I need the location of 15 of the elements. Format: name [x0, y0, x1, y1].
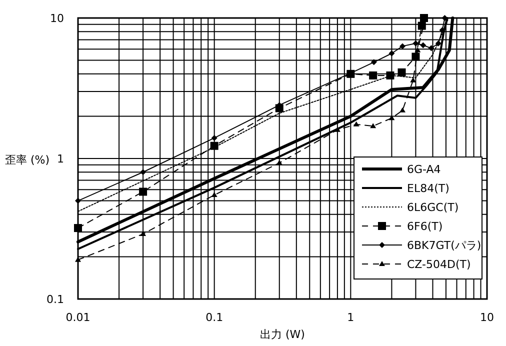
legend-label: CZ-504D(T): [407, 258, 471, 271]
legend-label: 6L6GC(T): [407, 201, 459, 214]
x-tick-label: 0.01: [66, 311, 90, 324]
legend-label: 6G-A4: [407, 163, 441, 176]
y-axis-title: 歪率 (%): [5, 154, 50, 166]
y-tick-label: 1: [57, 152, 64, 166]
y-tick-label: 0.1: [46, 293, 64, 306]
legend-label: EL84(T): [407, 182, 450, 195]
y-tick-label: 10: [50, 12, 64, 25]
x-tick-label: 0.1: [206, 311, 224, 324]
x-tick-label: 10: [480, 311, 494, 324]
x-tick-label: 1: [347, 311, 354, 324]
x-axis-title: 出力 (W): [260, 328, 305, 341]
legend-label: 6BK7GT(パラ): [407, 239, 482, 252]
legend-label: 6F6(T): [407, 220, 443, 233]
